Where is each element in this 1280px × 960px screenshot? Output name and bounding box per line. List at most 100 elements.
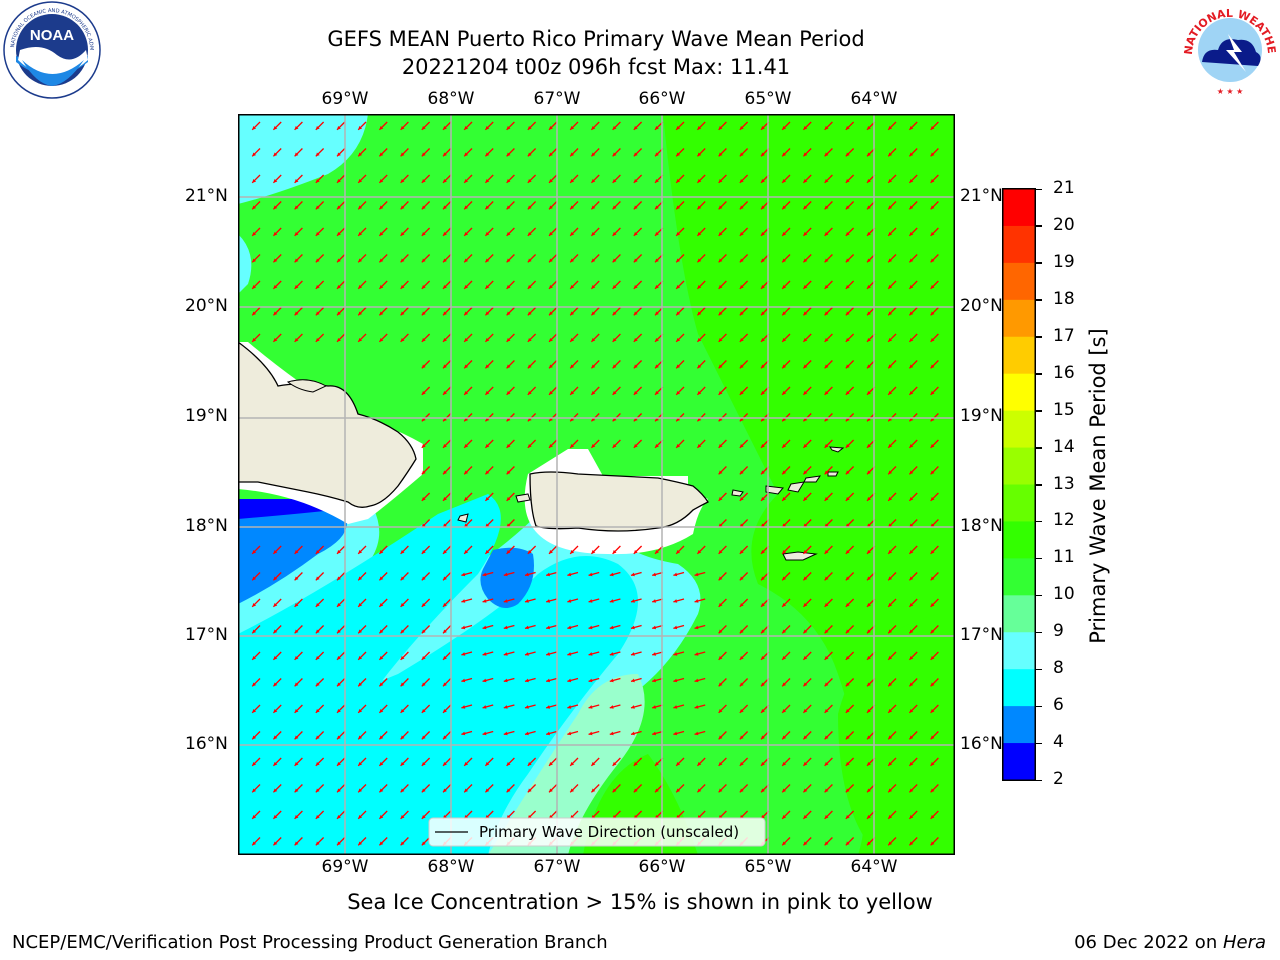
wave-arrow-head	[867, 629, 871, 634]
wave-arrow-head	[888, 814, 893, 819]
wave-arrow-head	[718, 390, 723, 395]
wave-arrow-head	[803, 390, 808, 395]
wave-arrow-head	[294, 337, 299, 342]
period-zone-6	[238, 509, 348, 604]
wave-arrow-head	[612, 761, 617, 766]
wave-arrow-head	[527, 152, 532, 157]
wave-arrow-head	[676, 549, 681, 554]
wave-arrow-head	[888, 443, 893, 448]
wave-arrow-head	[803, 841, 808, 846]
wave-arrow-head	[845, 231, 850, 236]
wave-arrow-head	[294, 311, 299, 316]
wave-arrow-head	[506, 258, 511, 263]
wave-arrow-head	[739, 549, 744, 554]
footer-credit: NCEP/EMC/Verification Post Processing Pr…	[12, 932, 608, 953]
wave-arrow-head	[612, 788, 617, 793]
wave-arrow-head	[633, 152, 638, 157]
wave-arrow-head	[824, 178, 829, 183]
wave-arrow-head	[379, 337, 384, 342]
colorbar-label: Primary Wave Mean Period [s]	[1086, 328, 1110, 644]
wave-arrow-head	[315, 708, 320, 713]
colorbar-tick-label: 6	[1053, 695, 1064, 716]
wave-arrow-head	[337, 231, 341, 236]
wave-arrow-head	[761, 311, 765, 316]
wave-arrow-head	[503, 731, 508, 736]
wave-arrow-head	[461, 652, 466, 656]
wave-arrow-head	[506, 205, 511, 210]
wave-arrow-head	[888, 761, 893, 766]
lat-label-left: 16°N	[185, 734, 228, 754]
wave-arrow-head	[718, 496, 723, 501]
wave-arrow-head	[782, 629, 787, 634]
wave-arrow-head	[718, 364, 723, 369]
wave-arrow-head	[524, 731, 529, 736]
colorbar-tick-label: 21	[1053, 178, 1075, 198]
wave-arrow-head	[421, 258, 426, 263]
wave-arrow-head	[739, 788, 744, 793]
wave-arrow-head	[782, 284, 787, 289]
colorbar-segment	[1003, 189, 1035, 227]
wave-arrow-head	[464, 152, 469, 157]
colorbar-tick-label: 17	[1053, 325, 1075, 346]
wave-arrow-head	[867, 496, 871, 501]
colorbar-tick-label: 13	[1053, 473, 1075, 494]
wave-arrow-head	[527, 125, 532, 130]
wave-arrow-head	[612, 443, 617, 448]
wave-arrow-head	[443, 682, 447, 687]
wave-arrow-head	[845, 841, 850, 846]
wave-arrow-head	[867, 152, 871, 157]
wave-arrow-head	[612, 125, 617, 130]
wave-arrow-head	[652, 625, 657, 630]
wave-arrow-head	[527, 311, 532, 316]
wave-arrow-head	[503, 652, 508, 656]
colorbar-tick-mark	[1036, 299, 1042, 301]
wave-arrow-head	[697, 284, 702, 289]
wave-arrow-head	[549, 284, 553, 289]
wave-arrow-head	[443, 443, 447, 448]
wave-arrow-head	[358, 152, 363, 157]
wave-arrow-head	[570, 443, 575, 448]
wave-arrow-head	[930, 443, 935, 448]
wave-arrow-head	[379, 841, 384, 846]
wave-arrow-head	[782, 496, 787, 501]
wave-arrow-head	[549, 443, 553, 448]
wave-arrow-head	[570, 337, 575, 342]
colorbar-segment	[1003, 558, 1035, 596]
wave-arrow-head	[506, 761, 511, 766]
wave-arrow-head	[803, 470, 808, 475]
wave-arrow-head	[761, 602, 765, 607]
lon-label-top: 69°W	[321, 89, 369, 109]
wave-arrow-head	[273, 284, 278, 289]
wave-arrow-head	[421, 390, 426, 395]
wave-arrow-head	[845, 364, 850, 369]
wave-arrow-head	[761, 470, 765, 475]
wave-arrow-head	[697, 258, 702, 263]
wave-arrow-head	[930, 178, 935, 183]
wave-arrow-head	[273, 841, 278, 846]
wave-arrow-head	[909, 364, 914, 369]
wave-arrow-head	[549, 337, 553, 342]
wave-arrow-head	[761, 390, 765, 395]
wave-arrow-head	[652, 572, 657, 577]
wave-arrow-head	[400, 629, 405, 634]
wave-arrow-head	[591, 549, 596, 554]
wave-arrow-head	[609, 678, 614, 683]
wave-arrow-head	[867, 470, 871, 475]
wave-arrow-head	[633, 284, 638, 289]
wave-arrow-head	[421, 735, 426, 740]
wave-arrow-head	[549, 390, 553, 395]
wave-arrow-head	[252, 284, 257, 289]
wave-arrow-head	[546, 652, 551, 656]
wave-arrow-head	[761, 655, 765, 660]
wave-arrow-head	[676, 205, 681, 210]
wave-arrow-head	[718, 602, 723, 607]
wave-arrow-head	[273, 761, 278, 766]
wave-arrow-head	[400, 814, 405, 819]
wave-arrow-head	[803, 708, 808, 713]
wave-arrow-head	[549, 152, 553, 157]
wave-arrow-head	[824, 708, 829, 713]
wave-arrow-head	[909, 576, 914, 581]
wave-arrow-head	[315, 576, 320, 581]
wave-arrow-head	[337, 258, 341, 263]
colorbar-tick-mark	[1036, 225, 1042, 227]
